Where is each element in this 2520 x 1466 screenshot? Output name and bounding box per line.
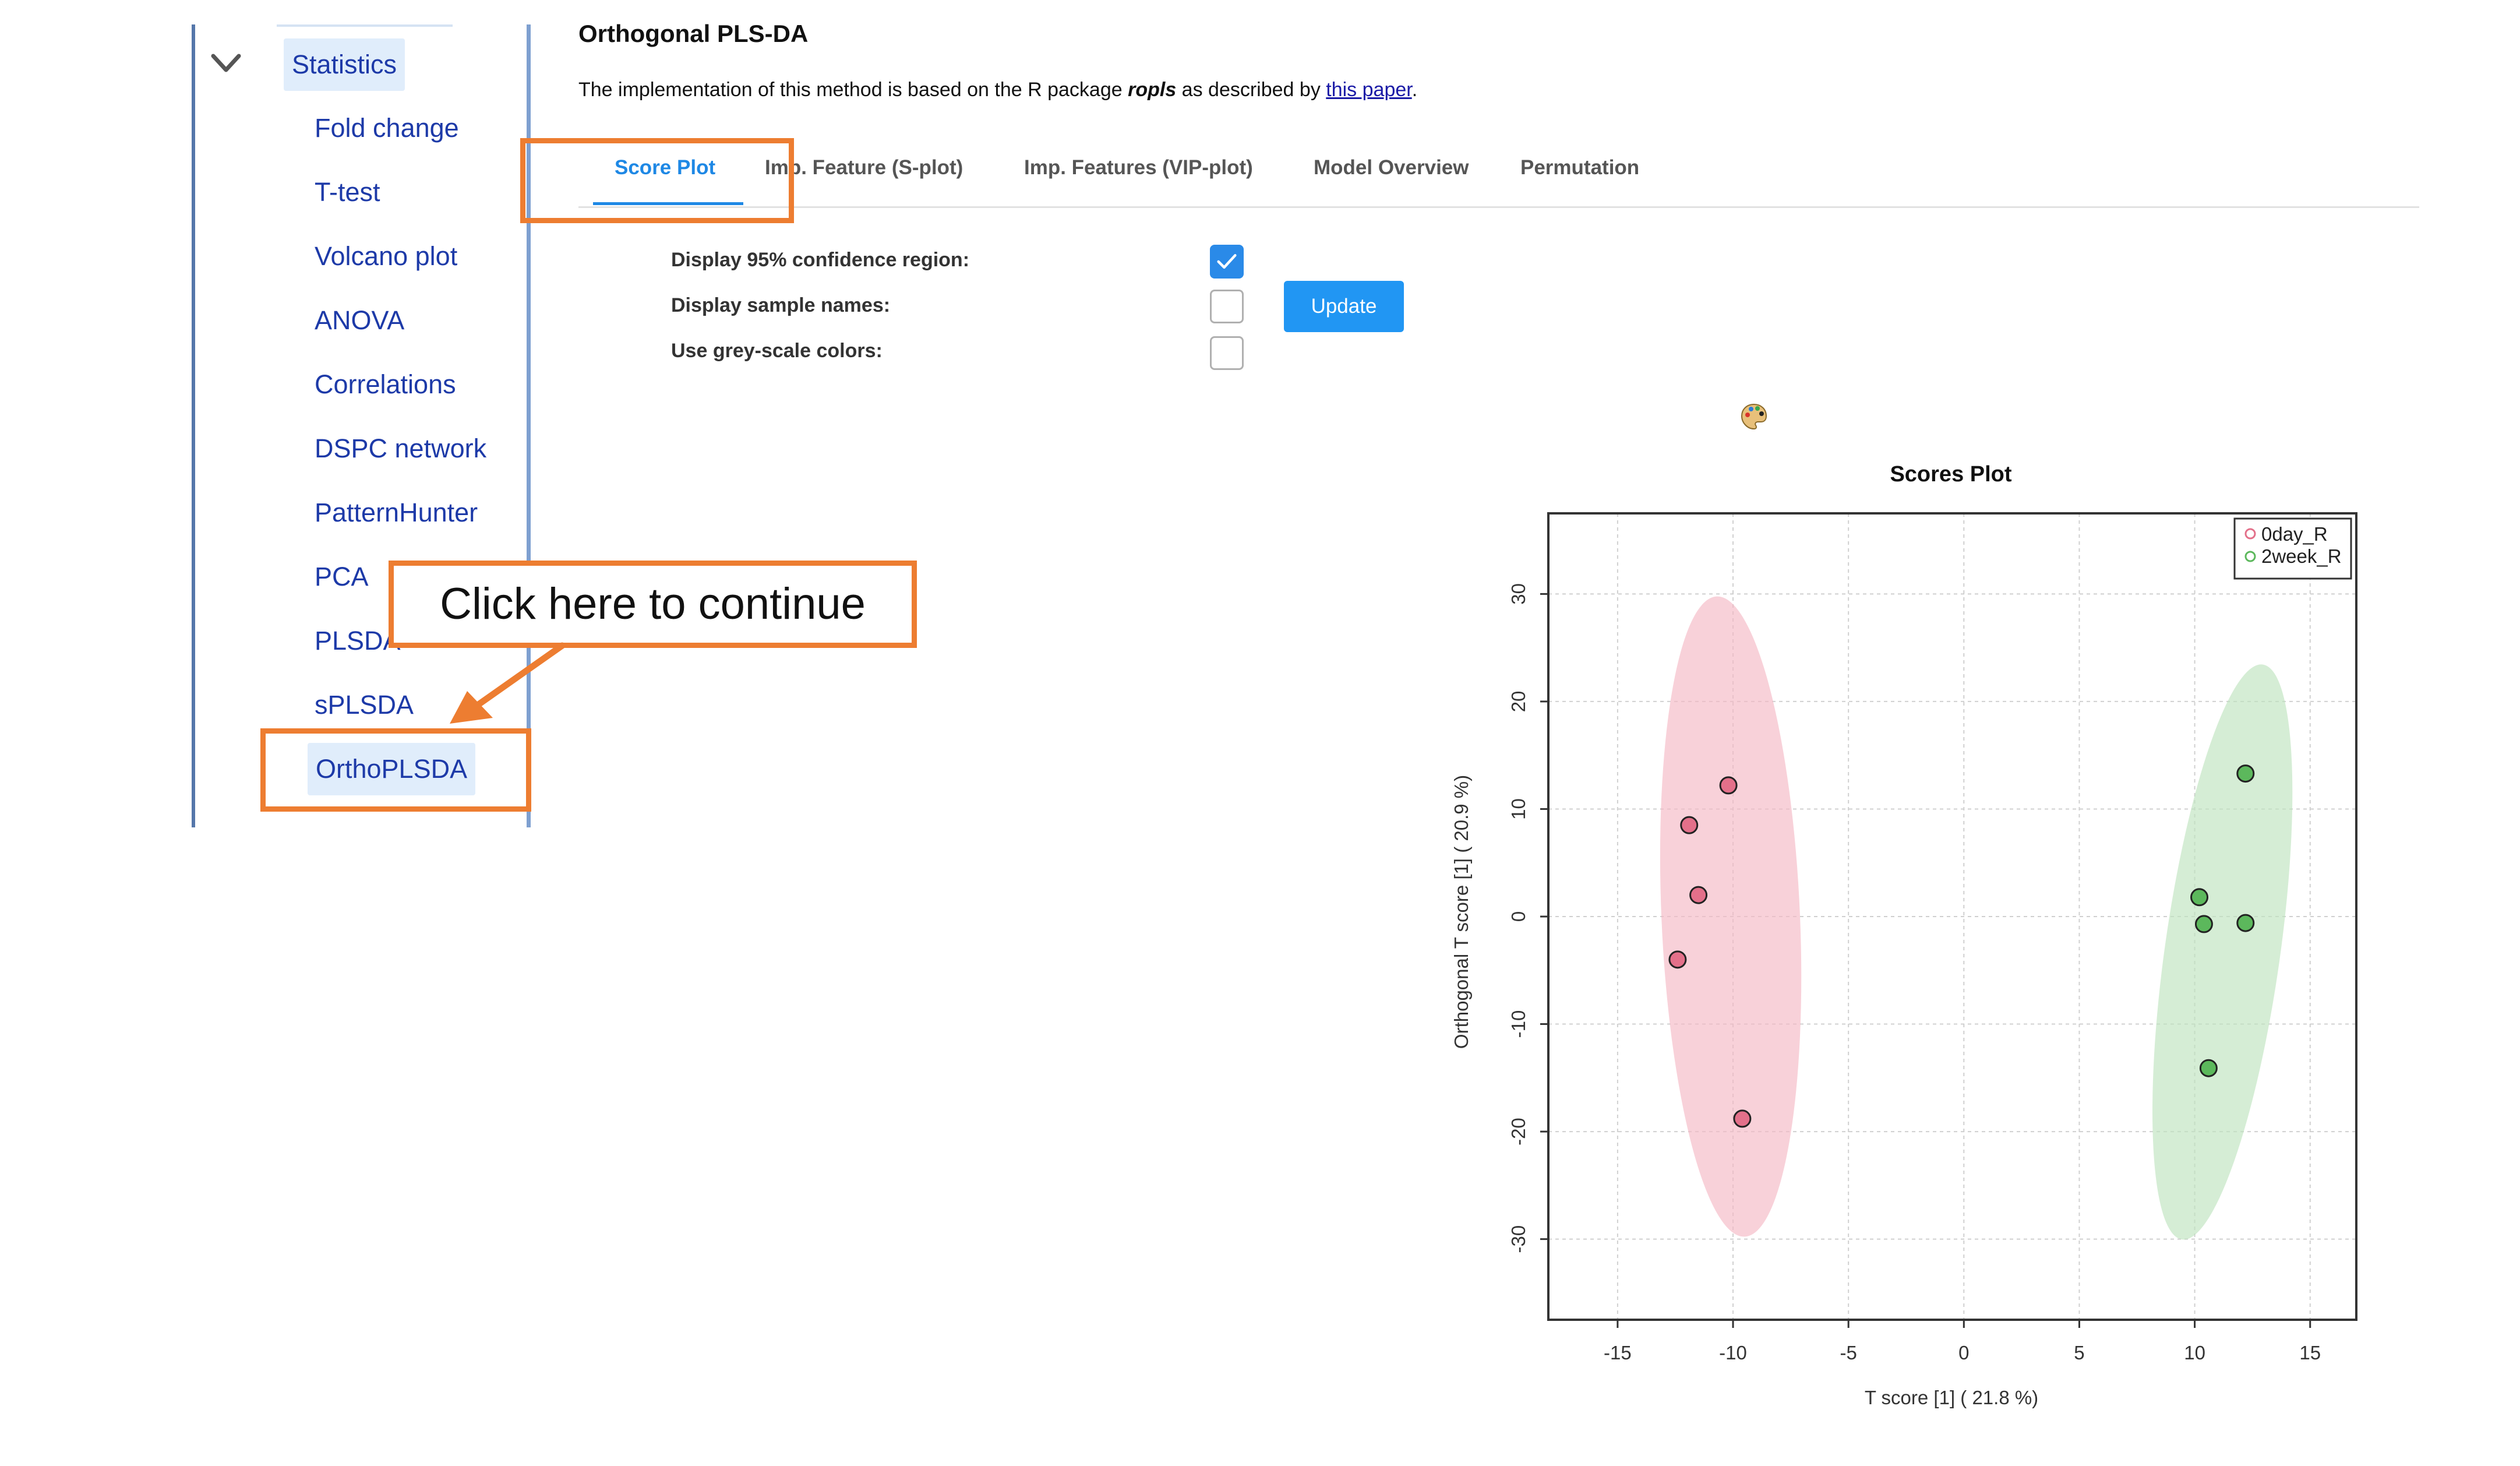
sidebar-right-border — [527, 24, 531, 827]
sidebar-item-correlations[interactable]: Correlations — [315, 369, 456, 399]
legend-label-0day: 0day_R — [2261, 523, 2328, 545]
highlight-box-score-plot-tab — [520, 138, 794, 223]
sidebar-item-anova[interactable]: ANOVA — [315, 305, 405, 335]
data-point-0day_R — [1719, 776, 1738, 795]
checkmark-icon — [1217, 254, 1237, 269]
x-tick-label: 0 — [1958, 1342, 1969, 1363]
sidebar-item-t-test[interactable]: T-test — [315, 177, 380, 207]
sidebar-item-patternhunter[interactable]: PatternHunter — [315, 498, 478, 527]
data-points — [1668, 764, 2255, 1128]
chevron-down-icon[interactable] — [209, 45, 243, 80]
confidence-ellipses — [1660, 596, 2293, 1240]
data-point-2week_R — [2194, 915, 2213, 933]
legend-box — [2233, 517, 2352, 580]
callout-click-here: Click here to continue — [389, 561, 917, 648]
tab-score-plot[interactable]: Score Plot — [615, 156, 716, 179]
sidebar-item-orthoplsda[interactable]: OrthoPLSDA — [308, 743, 476, 795]
package-name: ropls — [1128, 79, 1177, 101]
scores-plot-chart: Scores Plot -15 -10 -5 0 5 10 15 -30 -20 -10 0 10 2… — [1450, 462, 2357, 1408]
tab-model-overview[interactable]: Model Overview — [1314, 156, 1469, 179]
y-axis-ticks: -30 -20 -10 0 10 20 30 — [1508, 583, 1548, 1253]
tab-bar: Score Plot Imp. Feature (S-plot) Imp. Fe… — [578, 151, 2419, 208]
data-point-2week_R — [2236, 764, 2255, 783]
sidebar-item-plsda[interactable]: PLSDA — [315, 626, 401, 656]
y-tick-label: 20 — [1508, 691, 1529, 713]
sidebar-group-statistics[interactable]: Statistics — [284, 38, 405, 91]
sidebar-item-splsda[interactable]: sPLSDA — [315, 690, 414, 720]
description-text-mid: as described by — [1176, 79, 1326, 101]
x-tick-label: 5 — [2074, 1342, 2084, 1363]
data-point-2week_R — [2236, 914, 2255, 932]
y-axis-label: Orthogonal T score [1] ( 20.9 %) — [1450, 775, 1472, 1049]
legend-marker-0day — [2244, 528, 2256, 540]
tab-vip-plot[interactable]: Imp. Features (VIP-plot) — [1024, 156, 1253, 179]
tab-permutation[interactable]: Permutation — [1520, 156, 1640, 179]
data-point-2week_R — [2199, 1059, 2218, 1077]
sidebar-divider — [277, 24, 453, 27]
x-tick-label: 15 — [2299, 1342, 2321, 1363]
y-tick-label: 0 — [1508, 911, 1529, 922]
sidebar-item-volcano-plot[interactable]: Volcano plot — [315, 241, 458, 271]
page-description: The implementation of this method is bas… — [578, 79, 1417, 101]
confidence-ellipse-2week_R — [2152, 664, 2293, 1240]
confidence-region-checkbox[interactable] — [1210, 245, 1244, 279]
palette-icon[interactable] — [1739, 402, 1769, 431]
legend-label-2week: 2week_R — [2261, 545, 2342, 567]
data-point-2week_R — [2190, 888, 2209, 907]
x-tick-label: 10 — [2184, 1342, 2205, 1363]
callout-arrow-icon — [450, 642, 566, 724]
y-tick-label: -10 — [1508, 1010, 1529, 1038]
update-button[interactable]: Update — [1284, 281, 1404, 332]
y-tick-label: -30 — [1508, 1225, 1529, 1253]
option-label-confidence-region: Display 95% confidence region: — [671, 249, 970, 271]
chart-title: Scores Plot — [1890, 462, 2011, 487]
highlight-box-orthoplsda — [260, 728, 531, 812]
sidebar-item-fold-change[interactable]: Fold change — [315, 113, 459, 143]
data-point-0day_R — [1733, 1109, 1752, 1128]
paper-link[interactable]: this paper — [1326, 79, 1412, 101]
active-tab-indicator — [593, 202, 743, 205]
page-title: Orthogonal PLS-DA — [578, 20, 809, 47]
x-tick-label: -15 — [1604, 1342, 1632, 1363]
data-point-0day_R — [1680, 816, 1699, 834]
confidence-ellipse-0day_R — [1660, 596, 1802, 1237]
x-tick-label: -5 — [1840, 1342, 1857, 1363]
y-tick-label: 10 — [1508, 798, 1529, 820]
x-tick-label: -10 — [1719, 1342, 1747, 1363]
option-label-sample-names: Display sample names: — [671, 294, 891, 316]
option-label-grey-scale: Use grey-scale colors: — [671, 340, 883, 362]
x-axis-label: T score [1] ( 21.8 %) — [1865, 1387, 2038, 1408]
grey-scale-checkbox[interactable] — [1210, 336, 1244, 370]
data-point-0day_R — [1689, 886, 1708, 904]
description-text: The implementation of this method is bas… — [578, 79, 1128, 101]
sidebar-item-dspc-network[interactable]: DSPC network — [315, 434, 487, 463]
sample-names-checkbox[interactable] — [1210, 290, 1244, 323]
sidebar-item-pca[interactable]: PCA — [315, 562, 369, 591]
tab-s-plot[interactable]: Imp. Feature (S-plot) — [765, 156, 963, 179]
sidebar-left-border — [192, 24, 195, 827]
y-tick-label: -20 — [1508, 1118, 1529, 1146]
x-axis-ticks: -15 -10 -5 0 5 10 15 — [1604, 1320, 2321, 1363]
y-tick-label: 30 — [1508, 583, 1529, 605]
chart-legend: 0day_R 2week_R — [2233, 517, 2352, 580]
description-text-end: . — [1411, 79, 1418, 101]
legend-marker-2week — [2244, 551, 2256, 562]
data-point-0day_R — [1668, 950, 1687, 969]
